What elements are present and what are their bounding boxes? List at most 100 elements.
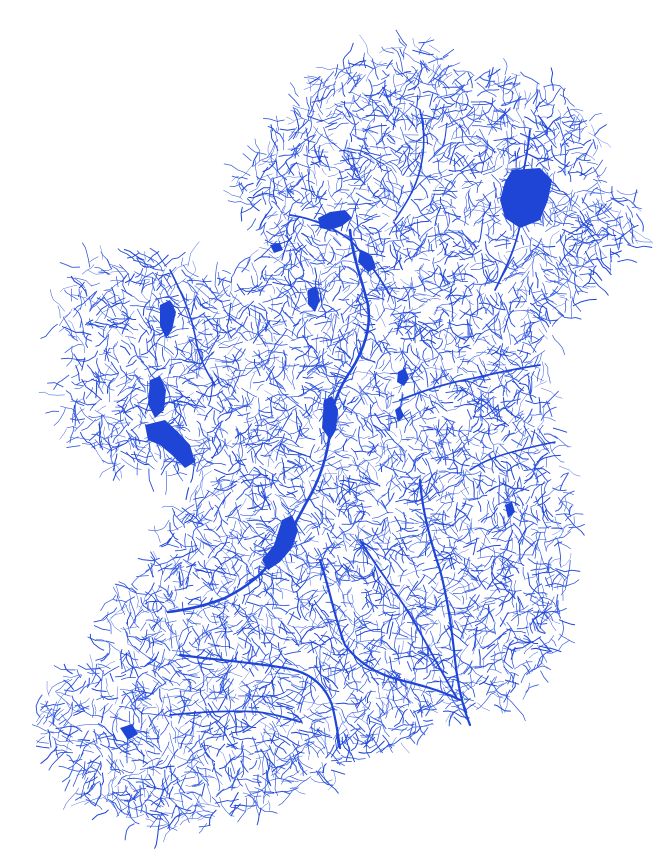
stream — [388, 283, 397, 295]
stream — [475, 564, 483, 572]
stream — [396, 602, 401, 621]
stream — [349, 298, 354, 313]
stream — [291, 291, 306, 296]
stream — [541, 240, 547, 267]
stream — [551, 203, 563, 224]
stream — [558, 193, 572, 204]
stream — [450, 231, 473, 243]
stream — [326, 354, 343, 360]
stream — [546, 208, 552, 227]
stream — [450, 696, 464, 711]
stream — [362, 413, 377, 420]
stream — [545, 116, 561, 133]
stream — [545, 509, 562, 525]
stream — [432, 352, 440, 367]
stream — [375, 286, 381, 296]
stream — [545, 611, 557, 632]
stream — [558, 619, 576, 626]
stream — [362, 538, 369, 565]
stream — [214, 536, 228, 558]
stream — [391, 107, 403, 109]
stream — [311, 88, 335, 103]
stream — [74, 705, 90, 710]
stream — [121, 666, 138, 674]
stream — [538, 556, 542, 575]
stream — [291, 306, 313, 316]
stream — [192, 571, 200, 580]
stream — [341, 82, 346, 97]
stream — [544, 531, 571, 543]
stream — [290, 478, 296, 491]
stream — [337, 346, 340, 359]
stream — [268, 351, 288, 356]
stream — [205, 631, 212, 640]
stream — [374, 712, 389, 719]
stream — [178, 669, 192, 684]
stream — [279, 484, 305, 489]
stream — [493, 622, 497, 635]
stream — [252, 615, 261, 640]
stream — [439, 698, 451, 705]
stream — [413, 62, 423, 91]
stream — [224, 354, 229, 372]
stream — [582, 193, 587, 204]
stream — [365, 61, 382, 82]
stream — [525, 684, 539, 693]
stream — [104, 303, 110, 319]
stream — [468, 194, 471, 219]
stream — [189, 541, 202, 561]
stream — [404, 471, 414, 481]
stream — [211, 484, 234, 497]
stream — [306, 335, 311, 362]
stream — [202, 587, 219, 598]
stream — [510, 671, 519, 677]
stream — [400, 278, 414, 294]
stream — [556, 569, 566, 582]
stream — [187, 534, 204, 556]
stream — [542, 252, 546, 261]
stream — [538, 597, 557, 608]
stream — [414, 174, 432, 190]
stream — [301, 386, 324, 391]
stream — [327, 379, 340, 388]
stream — [165, 600, 181, 612]
stream — [254, 505, 264, 516]
stream — [79, 685, 88, 694]
stream — [153, 648, 166, 671]
stream — [543, 86, 549, 107]
stream — [283, 288, 300, 310]
stream — [432, 283, 456, 298]
stream — [494, 186, 499, 204]
stream — [298, 254, 314, 275]
stream — [326, 558, 343, 577]
stream — [429, 363, 437, 386]
stream — [195, 583, 215, 592]
stream — [357, 426, 364, 451]
stream — [281, 410, 303, 425]
stream — [438, 426, 448, 444]
stream — [522, 341, 531, 347]
stream — [573, 114, 580, 132]
stream — [309, 464, 332, 477]
stream — [134, 689, 155, 695]
stream — [277, 229, 287, 242]
stream — [541, 592, 544, 605]
stream — [277, 424, 280, 437]
stream — [635, 213, 644, 232]
stream — [443, 687, 460, 701]
stream — [473, 599, 479, 611]
stream — [416, 272, 433, 283]
stream — [403, 449, 407, 467]
stream — [86, 677, 90, 688]
stream — [416, 94, 419, 108]
stream — [439, 106, 449, 118]
stream — [75, 705, 90, 713]
stream — [513, 661, 533, 670]
stream — [116, 386, 141, 404]
stream — [418, 42, 425, 55]
stream — [296, 280, 322, 286]
stream — [367, 183, 370, 193]
stream — [327, 468, 335, 481]
stream — [370, 404, 372, 419]
stream — [437, 453, 443, 465]
